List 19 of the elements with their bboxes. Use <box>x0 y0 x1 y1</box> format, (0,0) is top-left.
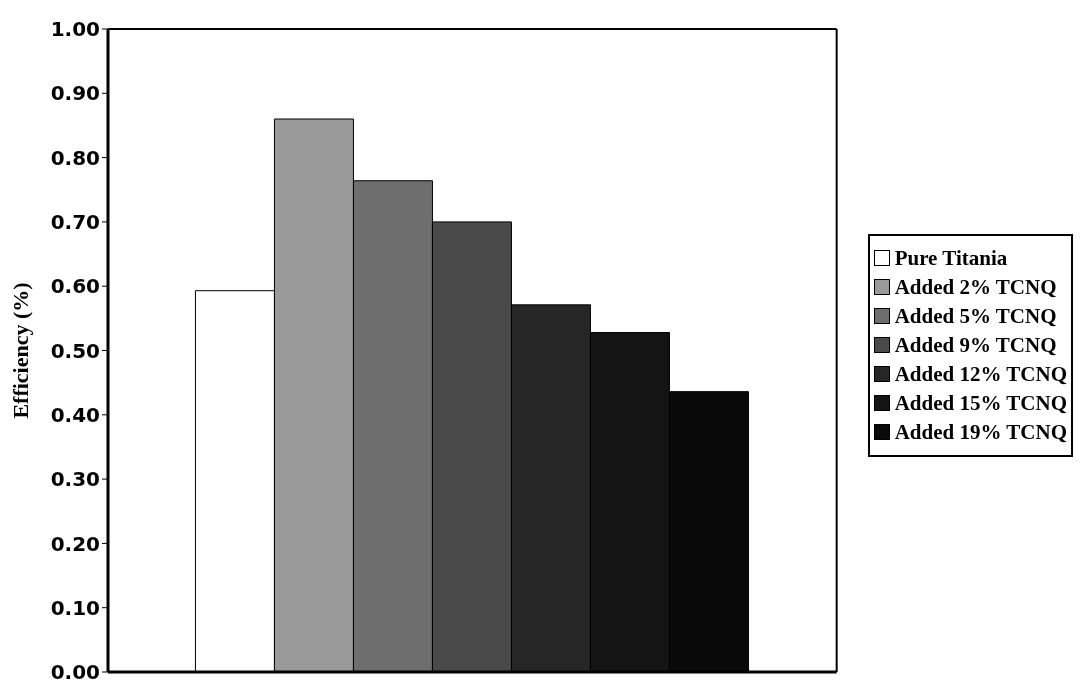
legend-label: Added 15% TCNQ <box>894 390 1067 416</box>
y-tick-label: 0.90 <box>50 81 100 106</box>
legend-label: Pure Titania <box>894 245 1008 271</box>
y-tick-label: 0.60 <box>50 274 100 299</box>
y-tick-label: 0.00 <box>50 660 100 685</box>
y-tick-label: 0.50 <box>50 338 100 363</box>
y-tick-label: 0.30 <box>50 467 100 492</box>
legend-label: Added 19% TCNQ <box>894 419 1067 445</box>
y-tick-label: 0.40 <box>50 402 100 427</box>
y-tick-label: 0.20 <box>50 531 100 556</box>
y-tick-label: 0.10 <box>50 595 100 620</box>
y-tick-label: 1.00 <box>50 17 100 42</box>
legend-label: Added 9% TCNQ <box>894 332 1057 358</box>
legend-label: Added 5% TCNQ <box>894 303 1057 329</box>
y-axis-title: Efficiency (%) <box>7 282 33 419</box>
y-tick-label: 0.70 <box>50 210 100 234</box>
y-tick-label: 0.80 <box>50 145 100 170</box>
legend-label: Added 2% TCNQ <box>894 274 1057 300</box>
legend-label: Added 12% TCNQ <box>894 361 1067 387</box>
